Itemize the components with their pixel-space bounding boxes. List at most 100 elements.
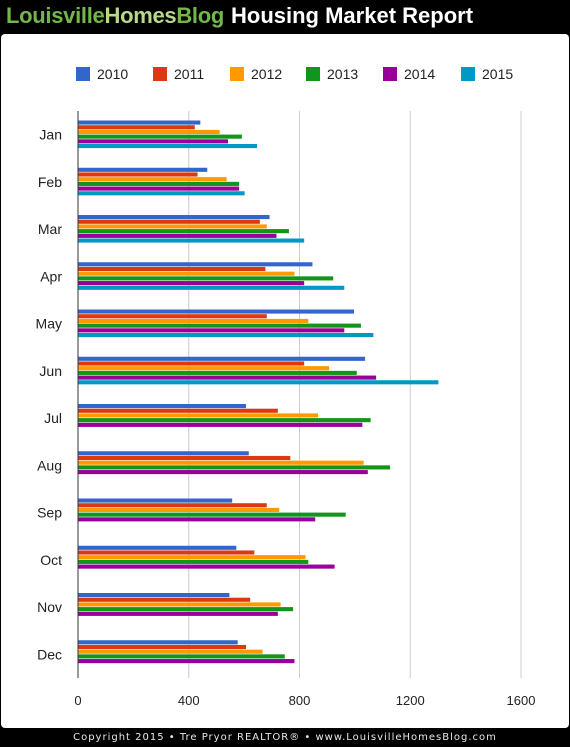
bar	[78, 219, 260, 224]
legend-swatch	[76, 67, 90, 81]
bar	[78, 654, 285, 659]
category-group	[78, 356, 439, 385]
category-group	[78, 640, 295, 664]
bar	[78, 564, 335, 569]
brand-logo: LouisvilleHomesBlog	[6, 3, 224, 29]
legend-item: 2015	[461, 66, 513, 82]
bar	[78, 129, 220, 134]
category-group	[78, 404, 371, 427]
legend-item: 2010	[76, 66, 128, 82]
bar	[78, 361, 305, 366]
bar	[78, 408, 278, 413]
bar	[78, 266, 266, 272]
category-labels: Jan Feb Mar Apr May Jun Jul Aug Sep Oct Nov Dec	[36, 127, 63, 663]
bar	[78, 356, 366, 361]
bar	[78, 659, 295, 664]
x-tick-label: 0	[74, 693, 81, 708]
bar	[78, 366, 330, 371]
bar	[78, 125, 195, 130]
bar	[78, 177, 227, 182]
bar	[78, 512, 346, 517]
bar	[78, 323, 361, 328]
category-group	[78, 545, 335, 569]
legend-label: 2014	[404, 66, 435, 82]
bar	[78, 181, 240, 186]
legend-item: 2012	[230, 66, 282, 82]
category-label: Nov	[37, 599, 62, 615]
bar	[78, 550, 255, 555]
bar	[78, 418, 371, 423]
bar	[78, 404, 247, 409]
bar	[78, 517, 316, 522]
bar	[78, 271, 295, 276]
bar	[78, 167, 208, 172]
category-group	[78, 120, 258, 149]
bar	[78, 644, 247, 650]
bar	[78, 229, 289, 234]
category-label: Jun	[39, 363, 62, 379]
bar	[78, 370, 357, 375]
legend-label: 2011	[174, 66, 204, 82]
legend-swatch	[383, 67, 397, 81]
category-group	[78, 167, 245, 196]
category-group	[78, 451, 390, 475]
legend-item: 2011	[153, 66, 204, 82]
bar	[78, 224, 267, 229]
x-tick-labels: 0 400 800 1200 1600	[74, 693, 535, 708]
bar	[78, 498, 233, 503]
bar	[78, 120, 201, 125]
category-label: Mar	[38, 221, 62, 237]
bar	[78, 333, 374, 338]
chart-panel: 2010 2011 2012 2013 2014 2015 Jan Feb Mar Apr May…	[1, 34, 569, 728]
bar	[78, 328, 345, 333]
bar	[78, 314, 267, 319]
bar	[78, 285, 345, 290]
category-label: Apr	[40, 268, 62, 284]
legend-swatch	[230, 67, 244, 81]
bar	[78, 555, 306, 560]
grid-lines	[77, 111, 522, 678]
category-label: Dec	[37, 646, 62, 662]
category-group	[78, 262, 345, 290]
category-label: Aug	[37, 457, 62, 473]
brand-part-2: Homes	[104, 3, 177, 28]
bars	[78, 120, 439, 664]
bar	[78, 649, 263, 654]
brand-part-3: Blog	[176, 3, 225, 28]
bar	[78, 309, 354, 314]
bar	[78, 507, 280, 512]
bar	[78, 318, 309, 323]
x-tick-label: 400	[178, 693, 200, 708]
bar	[78, 611, 278, 616]
bar	[78, 640, 238, 645]
bar	[78, 281, 305, 286]
category-group	[78, 215, 305, 243]
legend-label: 2012	[251, 66, 282, 82]
category-label: Feb	[38, 174, 62, 190]
category-label: Jul	[44, 410, 62, 426]
bar	[78, 134, 242, 139]
bar	[78, 593, 230, 598]
category-group	[78, 498, 346, 522]
legend-swatch	[461, 67, 475, 81]
legend-label: 2013	[327, 66, 358, 82]
bar	[78, 215, 270, 220]
category-label: Oct	[40, 552, 62, 568]
category-label: May	[36, 316, 62, 332]
bar	[78, 172, 198, 177]
bar	[78, 139, 229, 144]
category-label: Sep	[37, 505, 62, 521]
bar	[78, 602, 281, 607]
bar	[78, 470, 368, 475]
bar	[78, 276, 334, 281]
report-title: Housing Market Report	[231, 3, 474, 28]
bar	[78, 186, 240, 191]
footer-copyright: Copyright 2015 • Tre Pryor REALTOR® • ww…	[73, 732, 497, 743]
legend-label: 2015	[482, 66, 513, 82]
bar	[78, 262, 313, 267]
bar	[78, 559, 309, 564]
bar	[78, 191, 245, 196]
legend: 2010 2011 2012 2013 2014 2015	[76, 66, 513, 82]
category-group	[78, 309, 374, 338]
brand-part-1: Louisville	[6, 3, 105, 28]
